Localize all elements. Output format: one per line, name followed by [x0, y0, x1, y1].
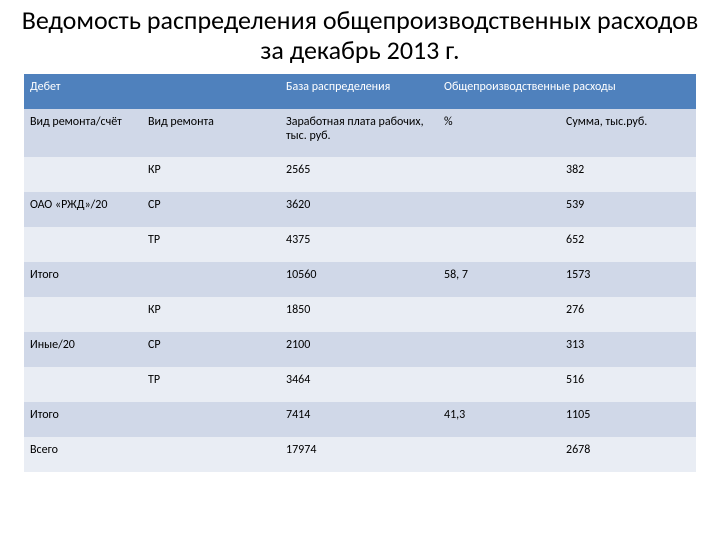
cell: 2100	[280, 332, 438, 367]
table-row-subtotal: Итого 10560 58, 7 1573	[24, 262, 696, 297]
cell: 7414	[280, 402, 438, 437]
page-title: Ведомость распределения общепроизводстве…	[0, 0, 720, 74]
cell	[438, 157, 560, 192]
cell: Итого	[24, 402, 142, 437]
cell: 2678	[560, 437, 696, 472]
table-row: КР 1850 276	[24, 297, 696, 332]
cell: Иные/20	[24, 332, 142, 367]
cell: 1850	[280, 297, 438, 332]
hdr-debit: Дебет	[24, 74, 280, 109]
cell: СР	[142, 192, 280, 227]
cell	[24, 367, 142, 402]
cell	[24, 157, 142, 192]
cell: 1105	[560, 402, 696, 437]
cell: Всего	[24, 437, 142, 472]
hdr-overhead: Общепроизводственные расходы	[438, 74, 696, 109]
cell: ОАО «РЖД»/20	[24, 192, 142, 227]
table-subheader-row: Вид ремонта/счёт Вид ремонта Заработная …	[24, 109, 696, 157]
cell: 652	[560, 227, 696, 262]
cell: 3464	[280, 367, 438, 402]
sub-c1: Вид ремонта/счёт	[24, 109, 142, 157]
allocation-table: Дебет База распределения Общепроизводств…	[24, 74, 696, 472]
cell	[438, 227, 560, 262]
cell: 539	[560, 192, 696, 227]
cell	[438, 297, 560, 332]
table-row: ОАО «РЖД»/20 СР 3620 539	[24, 192, 696, 227]
cell: ТР	[142, 227, 280, 262]
cell: КР	[142, 157, 280, 192]
hdr-base: База распределения	[280, 74, 438, 109]
table-row-total: Всего 17974 2678	[24, 437, 696, 472]
cell	[438, 332, 560, 367]
sub-c5: Сумма, тыс.руб.	[560, 109, 696, 157]
table-row-subtotal: Итого 7414 41,3 1105	[24, 402, 696, 437]
cell: 58, 7	[438, 262, 560, 297]
cell: ТР	[142, 367, 280, 402]
table-row: КР 2565 382	[24, 157, 696, 192]
table-row: Иные/20 СР 2100 313	[24, 332, 696, 367]
cell: 313	[560, 332, 696, 367]
cell	[24, 227, 142, 262]
cell: 1573	[560, 262, 696, 297]
cell: 41,3	[438, 402, 560, 437]
cell: 17974	[280, 437, 438, 472]
cell: КР	[142, 297, 280, 332]
cell: Итого	[24, 262, 142, 297]
cell	[438, 192, 560, 227]
sub-c2: Вид ремонта	[142, 109, 280, 157]
cell: 276	[560, 297, 696, 332]
cell	[24, 297, 142, 332]
cell: 10560	[280, 262, 438, 297]
cell: 516	[560, 367, 696, 402]
table-header-row: Дебет База распределения Общепроизводств…	[24, 74, 696, 109]
cell	[142, 437, 280, 472]
cell: 382	[560, 157, 696, 192]
cell	[142, 402, 280, 437]
cell: 4375	[280, 227, 438, 262]
cell: СР	[142, 332, 280, 367]
cell: 2565	[280, 157, 438, 192]
sub-c4: %	[438, 109, 560, 157]
sub-c3: Заработная плата рабочих, тыс. руб.	[280, 109, 438, 157]
cell	[438, 367, 560, 402]
table-row: ТР 3464 516	[24, 367, 696, 402]
cell: 3620	[280, 192, 438, 227]
cell	[142, 262, 280, 297]
cell	[438, 437, 560, 472]
table-row: ТР 4375 652	[24, 227, 696, 262]
